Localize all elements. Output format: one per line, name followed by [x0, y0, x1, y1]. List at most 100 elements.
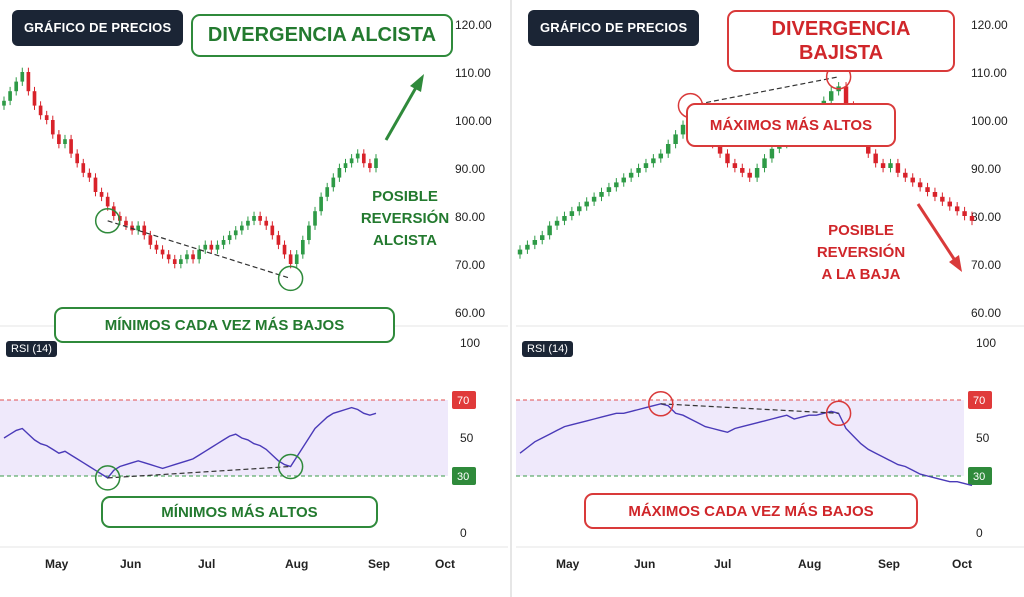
price-low-circle [94, 208, 121, 234]
candle-body [215, 244, 220, 250]
candle-body [643, 163, 649, 168]
rsi-level-30-label: 30 [973, 471, 985, 483]
candle-body [337, 168, 342, 178]
candle-body [828, 91, 834, 101]
candle-body [75, 153, 80, 164]
rsi-level-70-tag [452, 391, 476, 409]
candle-body [288, 254, 293, 264]
candle-body [725, 153, 730, 164]
bullish-divergence-panel: 120.00 110.00 100.00 90.00 80.00 70.00 60.00 10… [0, 0, 508, 597]
price-axis-tick: 70.00 [971, 258, 1001, 272]
candle-body [591, 196, 597, 202]
candle-body [172, 259, 177, 264]
rsi-axis-tick: 100 [976, 336, 996, 350]
candle-body [300, 240, 305, 255]
candle-body [355, 153, 360, 159]
rsi-band [516, 400, 964, 476]
price-low-circle [277, 265, 304, 292]
candle-body [880, 163, 886, 168]
candle-body [50, 120, 55, 135]
price-axis-tick: 120.00 [455, 18, 492, 32]
rsi-trendline [660, 403, 839, 414]
month-label: Jul [714, 557, 731, 571]
rsi-lows-label: MÍNIMOS MÁS ALTOS [101, 496, 378, 528]
rsi-high-circle [648, 391, 674, 417]
candle-body [209, 244, 214, 250]
price-chart-badge: GRÁFICO DE PRECIOS [528, 10, 700, 46]
price-axis-tick: 70.00 [455, 258, 485, 272]
candle-body [294, 254, 299, 264]
candle-body [584, 201, 589, 207]
rsi-level-70-tag [968, 391, 992, 409]
candle-body [888, 163, 893, 168]
chart-title: DIVERGENCIA ALCISTA [191, 14, 453, 57]
rsi-axis-tick: 50 [460, 431, 474, 445]
candle-body [166, 254, 171, 260]
price-highs-label: MÁXIMOS MÁS ALTOS [686, 103, 896, 147]
month-label: May [45, 557, 69, 571]
bearish-chart-svg: 120.00 110.00 100.00 90.00 80.00 70.00 60.00 10… [516, 18, 1024, 571]
candle-body [221, 240, 226, 245]
candle-body [124, 220, 128, 226]
month-label: Oct [435, 557, 455, 571]
candle-body [562, 216, 567, 221]
rsi-low-circle [94, 465, 121, 491]
price-axis-tick: 90.00 [455, 162, 485, 176]
candle-body [197, 249, 201, 260]
candle-body [26, 72, 31, 92]
month-label: Jun [634, 557, 655, 571]
candle-body [903, 172, 908, 178]
candle-body [319, 196, 323, 212]
candle-body [325, 187, 330, 197]
price-chart-badge: GRÁFICO DE PRECIOS [12, 10, 184, 46]
candle-body [282, 244, 287, 255]
candle-body [14, 81, 19, 92]
candle-body [276, 235, 281, 245]
month-label: Aug [285, 557, 308, 571]
candle-body [368, 163, 372, 168]
candle-body [673, 134, 678, 144]
candle-body [651, 158, 656, 164]
candle-body [954, 206, 960, 212]
rsi-high-circle [825, 400, 852, 427]
reversal-note: POSIBLE REVERSIÓN A LA BAJA [806, 220, 916, 286]
note-line: ALCISTA [373, 232, 437, 249]
candle-body [517, 249, 523, 255]
candle-body [599, 192, 604, 197]
month-label: Sep [878, 557, 900, 571]
candle-body [895, 163, 901, 173]
candle-body [331, 177, 336, 188]
candle-body [525, 244, 530, 250]
candle-body [44, 115, 49, 120]
price-axis-tick: 80.00 [971, 210, 1001, 224]
rsi-indicator-label: RSI (14) [522, 341, 573, 357]
price-axis-tick: 110.00 [455, 66, 491, 80]
candle-body [665, 144, 671, 154]
rsi-line [519, 403, 973, 487]
candle-body [270, 225, 275, 236]
candle-body [717, 144, 723, 154]
candle-body [762, 158, 767, 168]
price-trendline [690, 76, 839, 107]
month-label: Jun [120, 557, 141, 571]
candle-body [233, 230, 238, 236]
up-arrow-shaft [384, 83, 420, 141]
candle-body [264, 220, 269, 226]
candle-body [38, 105, 43, 116]
candle-body [148, 235, 153, 245]
rsi-level-70-label: 70 [457, 395, 469, 407]
candle-body [20, 72, 25, 82]
candle-body [142, 225, 147, 236]
candle-body [179, 259, 183, 264]
month-label: Sep [368, 557, 390, 571]
candle-body [947, 201, 952, 207]
candle-body [747, 172, 752, 178]
note-line: POSIBLE [828, 222, 894, 239]
month-label: Oct [952, 557, 972, 571]
candle-body [732, 163, 738, 168]
rsi-line [3, 406, 377, 479]
candle-body [8, 91, 12, 101]
candle-body [87, 172, 92, 178]
price-lows-label: MÍNIMOS CADA VEZ MÁS BAJOS [54, 307, 395, 343]
note-line: POSIBLE [372, 188, 438, 205]
